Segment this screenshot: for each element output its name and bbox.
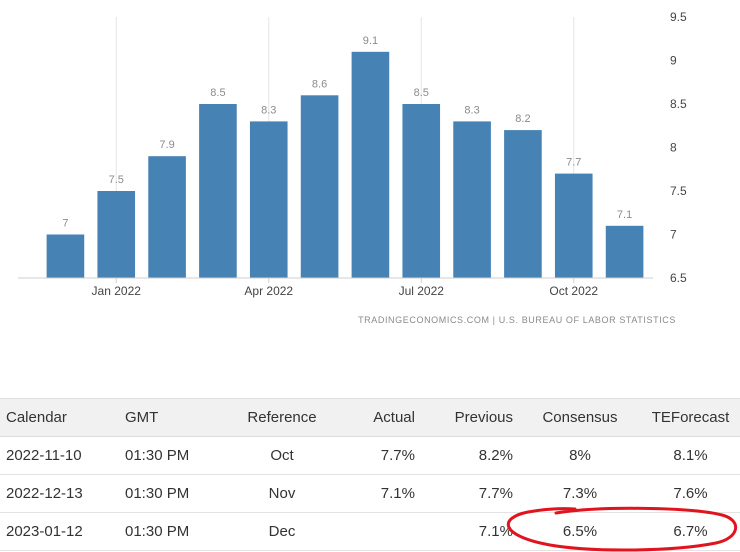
x-tick-label: Jul 2022	[399, 284, 445, 298]
y-tick-label: 6.5	[670, 271, 687, 285]
table-row: 2022-11-10 01:30 PM Oct 7.7% 8.2% 8% 8.1…	[0, 436, 740, 475]
cell-consensus: 8%	[519, 436, 641, 475]
bar-oct-2022	[554, 173, 593, 278]
bar-value-label: 7.7	[566, 157, 581, 169]
bar-value-label: 7.1	[617, 209, 632, 221]
table-header-row: Calendar GMT Reference Actual Previous C…	[0, 398, 740, 437]
x-tick-label: Apr 2022	[244, 284, 293, 298]
chart-source-credit: TRADINGECONOMICS.COM | U.S. BUREAU OF LA…	[358, 315, 676, 325]
bar-value-label: 7.5	[109, 174, 124, 186]
cell-reference: Dec	[221, 512, 343, 551]
y-tick-label: 8.5	[670, 97, 687, 111]
y-tick-label: 8	[670, 141, 677, 155]
cell-previous: 7.7%	[421, 474, 519, 513]
bar-jun-2022	[351, 51, 390, 278]
bar-nov-2022	[605, 225, 644, 278]
cell-reference: Oct	[221, 436, 343, 475]
header-previous: Previous	[421, 398, 519, 437]
cell-teforecast: 7.6%	[641, 474, 740, 513]
cell-gmt: 01:30 PM	[119, 512, 221, 551]
cell-calendar: 2022-12-13	[0, 474, 119, 513]
cpi-bar-chart: 7 7.5 7.9 8.5 8.3 8.6 9.1 8.5 8.3 8.2 7.7 7.1 Jan 2…	[18, 10, 687, 325]
cell-teforecast: 8.1%	[641, 436, 740, 475]
header-consensus: Consensus	[519, 398, 641, 437]
cell-actual: 7.7%	[343, 436, 421, 475]
header-reference: Reference	[221, 398, 343, 437]
cell-gmt: 01:30 PM	[119, 436, 221, 475]
header-calendar: Calendar	[0, 398, 119, 437]
bar-value-label: 8.3	[261, 104, 276, 116]
cell-reference: Nov	[221, 474, 343, 513]
cell-calendar: 2022-11-10	[0, 436, 119, 475]
bar-value-label: 8.3	[464, 104, 479, 116]
bar-feb-2022	[148, 156, 186, 278]
y-tick-label: 7	[670, 228, 677, 242]
y-tick-label: 9.5	[670, 10, 687, 24]
bar-mar-2022	[199, 104, 237, 278]
cell-actual: 7.1%	[343, 474, 421, 513]
table-row: 2023-01-12 01:30 PM Dec 7.1% 6.5% 6.7%	[0, 512, 740, 551]
y-tick-label: 7.5	[670, 184, 687, 198]
bar-aug-2022	[453, 121, 491, 279]
cell-gmt: 01:30 PM	[119, 474, 221, 513]
bar-sep-2022	[504, 130, 542, 278]
header-actual: Actual	[343, 398, 421, 437]
bar-value-label: 7	[62, 218, 68, 230]
cell-previous: 8.2%	[421, 436, 519, 475]
bar-may-2022	[300, 95, 339, 278]
chart-canvas: 7 7.5 7.9 8.5 8.3 8.6 9.1 8.5 8.3 8.2 7.7 7.1 Jan 2…	[18, 10, 687, 298]
bar-value-label: 8.5	[210, 87, 225, 99]
cell-previous: 7.1%	[421, 512, 519, 551]
bar-value-label: 9.1	[363, 35, 378, 47]
bar-value-label: 8.6	[312, 78, 327, 90]
bar-value-label: 8.5	[414, 87, 429, 99]
cell-teforecast: 6.7%	[641, 512, 740, 551]
economic-calendar-table: Calendar GMT Reference Actual Previous C…	[0, 398, 740, 551]
header-teforecast: TEForecast	[641, 398, 740, 437]
y-tick-label: 9	[670, 54, 677, 68]
bar-jan-2022	[97, 191, 136, 278]
cell-consensus: 7.3%	[519, 474, 641, 513]
cell-consensus: 6.5%	[519, 512, 641, 551]
x-tick-label: Jan 2022	[92, 284, 142, 298]
cell-actual	[343, 512, 421, 551]
bar-value-label: 7.9	[159, 139, 174, 151]
bar-dec-2021	[46, 234, 85, 278]
bar-jul-2022	[402, 104, 441, 278]
cell-calendar: 2023-01-12	[0, 512, 119, 551]
x-tick-label: Oct 2022	[549, 284, 598, 298]
bar-apr-2022	[249, 121, 288, 279]
bar-value-label: 8.2	[515, 113, 530, 125]
header-gmt: GMT	[119, 398, 221, 437]
table-row: 2022-12-13 01:30 PM Nov 7.1% 7.7% 7.3% 7…	[0, 474, 740, 513]
